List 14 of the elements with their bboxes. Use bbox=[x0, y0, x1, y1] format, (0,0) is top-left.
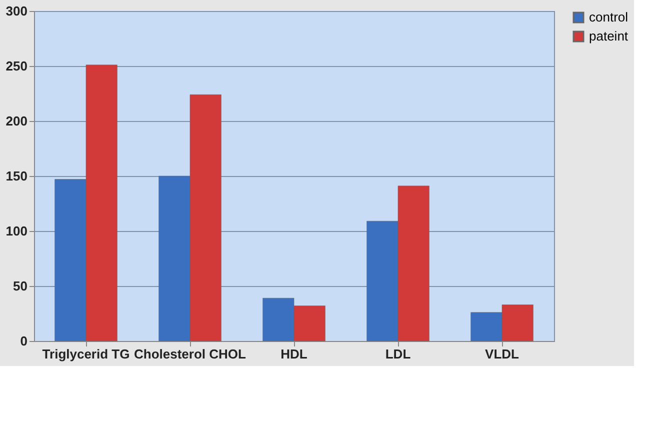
y-tick-label: 50 bbox=[13, 278, 28, 294]
legend-label: pateint bbox=[589, 28, 628, 44]
y-tick-label: 100 bbox=[6, 224, 28, 238]
x-tick-label: VLDL bbox=[485, 346, 520, 362]
y-tick-label: 0 bbox=[20, 334, 28, 348]
y-tick-label: 250 bbox=[6, 58, 28, 74]
y-tick-label: 150 bbox=[6, 168, 28, 184]
x-tick-label: Triglycerid TG bbox=[42, 346, 130, 362]
x-tick-label: Cholesterol CHOL bbox=[134, 346, 246, 362]
legend-label: control bbox=[589, 10, 628, 24]
y-tick-label: 200 bbox=[6, 114, 28, 128]
x-tick-label: HDL bbox=[280, 346, 308, 362]
x-tick-label: LDL bbox=[385, 346, 411, 362]
y-tick-label: 300 bbox=[6, 4, 28, 18]
